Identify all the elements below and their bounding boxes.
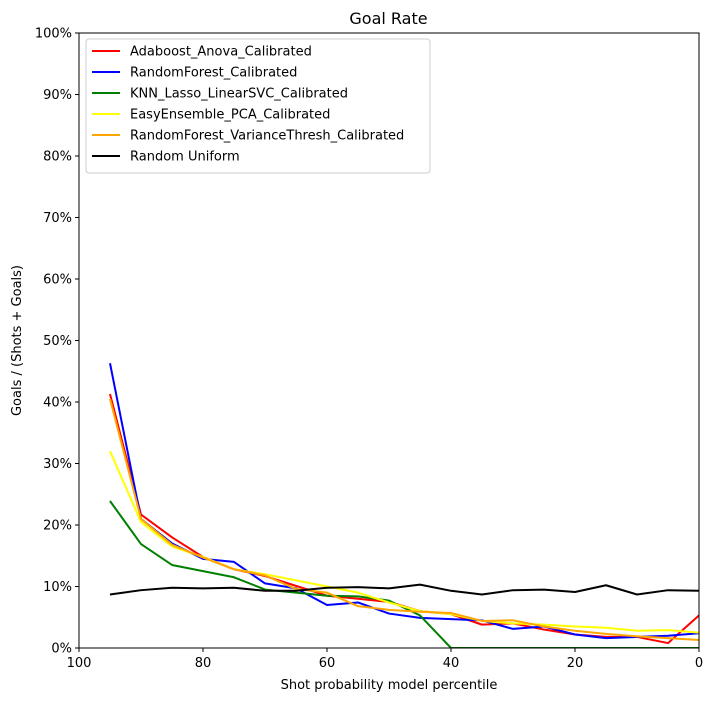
legend-label: RandomForest_VarianceThresh_Calibrated	[130, 129, 404, 144]
y-tick-label: 20%	[43, 519, 72, 534]
y-tick-label: 50%	[43, 334, 72, 349]
series-line-6	[109, 583, 699, 596]
x-axis-label: Shot probability model percentile	[281, 678, 498, 693]
chart-title: Goal Rate	[349, 9, 427, 28]
y-tick-label: 40%	[43, 396, 72, 411]
legend-label: Random Uniform	[130, 150, 240, 165]
legend: Adaboost_Anova_Calibrated RandomForest_Ca…	[85, 38, 431, 174]
x-axis: 100 80 60 40 20 0	[67, 648, 703, 671]
legend-label: RandomForest_Calibrated	[130, 66, 297, 81]
x-tick-label: 20	[567, 656, 584, 671]
y-tick-label: 30%	[43, 457, 72, 472]
y-tick-label: 0%	[51, 642, 72, 657]
legend-label: Adaboost_Anova_Calibrated	[130, 45, 312, 60]
legend-label: EasyEnsemble_PCA_Calibrated	[130, 108, 330, 123]
x-tick-label: 40	[443, 656, 460, 671]
y-tick-label: 90%	[43, 88, 72, 103]
legend-box	[85, 38, 431, 174]
y-axis-label: Goals / (Shots + Goals)	[10, 265, 25, 416]
x-tick-label: 0	[695, 656, 703, 671]
y-tick-label: 70%	[43, 211, 72, 226]
series-line-3	[109, 500, 699, 648]
series-line-5	[109, 398, 699, 641]
x-tick-label: 100	[67, 656, 92, 671]
y-tick-label: 100%	[35, 27, 72, 42]
y-tick-label: 80%	[43, 150, 72, 165]
y-axis: 0% 10% 20% 30% 40% 50% 60% 70% 80% 90% 100%	[35, 27, 79, 657]
y-tick-label: 10%	[43, 580, 72, 595]
y-tick-label: 60%	[43, 273, 72, 288]
x-tick-label: 60	[319, 656, 336, 671]
plot-area	[109, 363, 699, 648]
legend-label: KNN_Lasso_LinearSVC_Calibrated	[130, 87, 348, 102]
x-tick-label: 80	[195, 656, 212, 671]
